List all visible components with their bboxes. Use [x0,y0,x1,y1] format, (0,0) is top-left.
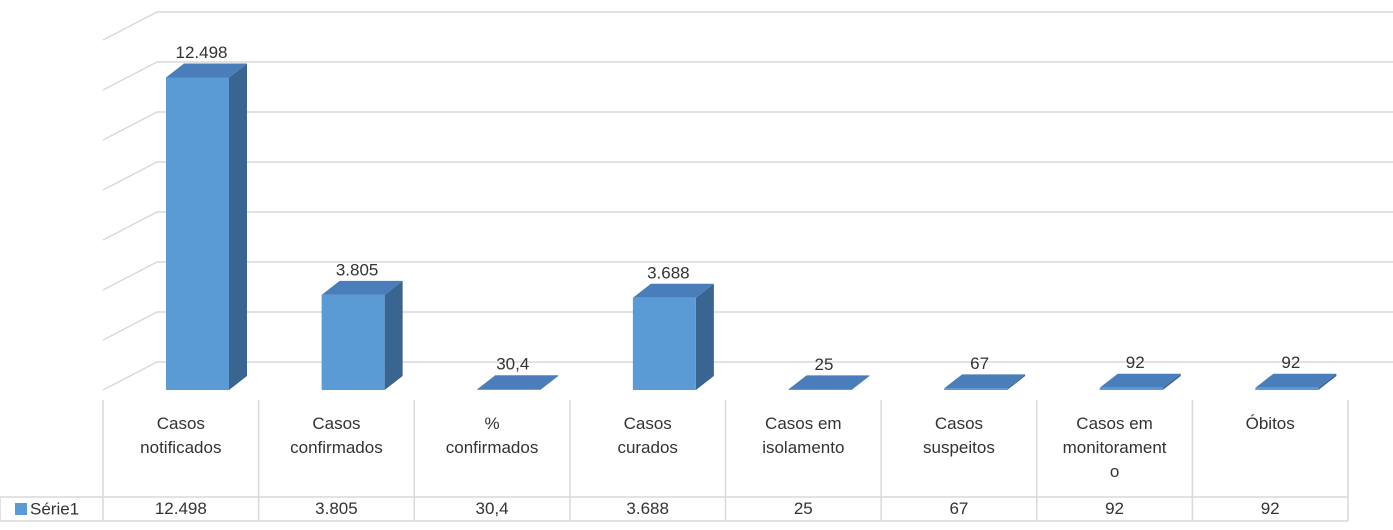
bar-top [788,375,870,390]
category-label: Casos em isolamento [762,414,845,457]
bar [1255,373,1337,390]
table-value: 92 [1260,499,1280,518]
bar-top [477,375,559,390]
table-value: 25 [793,499,813,518]
table-value: 67 [949,499,969,518]
legend-swatch [15,503,27,515]
category-label: Óbitos [1245,414,1295,433]
table-value: 92 [1105,499,1125,518]
bar-front [944,388,1008,390]
data-label: 25 [815,355,834,374]
table-value: 3.805 [315,499,358,518]
bar [1099,373,1181,390]
bar-front [788,389,852,390]
grid-line [102,111,1393,141]
table-value: 30,4 [475,499,509,518]
bar-front [1099,387,1163,390]
data-label: 92 [1281,353,1300,372]
grid-line [102,261,1393,291]
category-label: Casos confirmados [290,414,383,457]
bar-front [477,389,541,390]
bar [166,63,247,391]
bar [944,374,1026,390]
category-label: Casos notificados [140,414,222,457]
bar [477,375,559,390]
grid-line [102,161,1393,191]
data-label: 3.805 [336,260,379,279]
bar-side [1318,373,1337,390]
grid-line [102,211,1393,241]
bar-front [321,294,385,390]
category-label: Casos suspeitos [923,414,995,457]
category-label: Casos em monitoramento [1062,414,1167,481]
bar [788,375,870,390]
bar [321,280,403,390]
bar-top [1099,373,1181,388]
bar-side [229,63,247,391]
bar-side [1007,374,1026,390]
category-label: Casos curados [617,414,678,457]
bar-top [632,283,714,298]
bar-top [321,280,403,295]
data-label: 92 [1126,353,1145,372]
grid-line [102,361,1393,391]
bar-front [166,77,229,391]
bar-side [851,375,870,390]
data-label: 67 [970,354,989,373]
bar-side [384,280,403,390]
grid-line [102,61,1393,91]
bar-side [695,283,714,390]
grid-line [102,11,1393,41]
bar-side [540,375,559,390]
category-label: % confirmados [445,414,539,457]
bar-front [632,297,696,390]
data-label: 30,4 [496,355,529,374]
bar-front [1255,387,1319,390]
table-value: 3.688 [626,499,669,518]
data-label: 12.498 [176,43,228,62]
bar-top [944,374,1026,389]
bar-side [1162,373,1181,390]
table-value: 12.498 [154,499,207,518]
bar [632,283,714,390]
legend-label: Série1 [30,499,79,518]
grid-line [102,311,1393,341]
data-label: 3.688 [647,263,690,282]
bar-top [166,63,247,78]
bar-top [1255,373,1337,388]
